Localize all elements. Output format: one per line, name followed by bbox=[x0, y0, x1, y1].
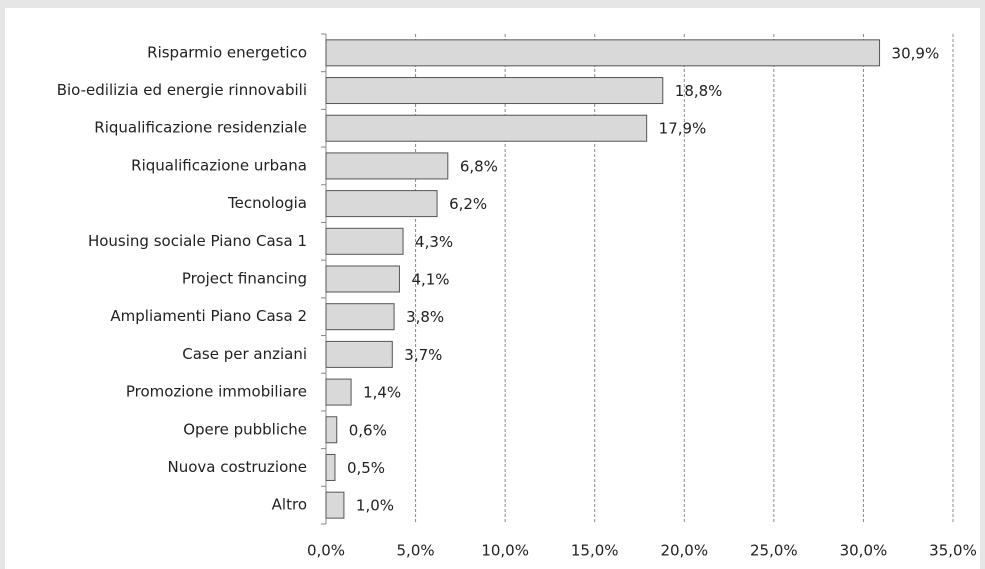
y-tick-label: Case per anziani bbox=[182, 345, 307, 363]
bar bbox=[325, 491, 345, 519]
bar bbox=[325, 265, 400, 293]
y-tick-label: Nuova costruzione bbox=[168, 458, 308, 476]
y-tick-label: Tecnologia bbox=[227, 194, 307, 212]
x-tick-label: 10,0% bbox=[481, 542, 529, 560]
data-label: 6,2% bbox=[449, 195, 487, 213]
x-tick-label: 0,0% bbox=[307, 542, 345, 560]
bar bbox=[325, 227, 404, 255]
x-tick-label: 15,0% bbox=[571, 542, 619, 560]
bar bbox=[325, 453, 336, 481]
y-tick-label: Risparmio energetico bbox=[147, 43, 307, 61]
bar bbox=[325, 378, 352, 406]
data-label: 4,1% bbox=[411, 271, 449, 289]
data-label: 1,4% bbox=[363, 384, 401, 402]
bar bbox=[325, 77, 664, 105]
x-tick-label: 35,0% bbox=[929, 542, 977, 560]
bar bbox=[325, 152, 449, 180]
data-label: 3,8% bbox=[406, 308, 444, 326]
bar bbox=[325, 340, 393, 368]
y-tick-label: Riqualificazione residenziale bbox=[94, 119, 307, 137]
data-label: 0,6% bbox=[349, 421, 387, 439]
data-label: 30,9% bbox=[892, 44, 940, 62]
y-tick-label: Bio-edilizia ed energie rinnovabili bbox=[57, 81, 307, 99]
y-tick-label: Altro bbox=[272, 496, 307, 514]
y-tick-label: Opere pubbliche bbox=[183, 420, 307, 438]
data-label: 18,8% bbox=[675, 82, 723, 100]
x-tick-label: 30,0% bbox=[840, 542, 888, 560]
bar bbox=[325, 303, 395, 331]
data-label: 0,5% bbox=[347, 459, 385, 477]
bar bbox=[325, 114, 648, 142]
data-label: 17,9% bbox=[659, 120, 707, 138]
y-tick-label: Promozione immobiliare bbox=[126, 383, 307, 401]
data-label: 4,3% bbox=[415, 233, 453, 251]
data-label: 6,8% bbox=[460, 157, 498, 175]
x-tick-label: 20,0% bbox=[660, 542, 708, 560]
y-tick-label: Housing sociale Piano Casa 1 bbox=[88, 232, 307, 250]
y-tick-label: Riqualificazione urbana bbox=[131, 156, 307, 174]
bar bbox=[325, 190, 438, 218]
bar bbox=[325, 416, 338, 444]
x-tick-label: 25,0% bbox=[750, 542, 798, 560]
y-tick-label: Ampliamenti Piano Casa 2 bbox=[110, 307, 307, 325]
bar bbox=[325, 39, 881, 67]
x-tick-label: 5,0% bbox=[397, 542, 435, 560]
y-tick-label: Project financing bbox=[182, 270, 307, 288]
data-label: 3,7% bbox=[404, 346, 442, 364]
data-label: 1,0% bbox=[356, 497, 394, 515]
